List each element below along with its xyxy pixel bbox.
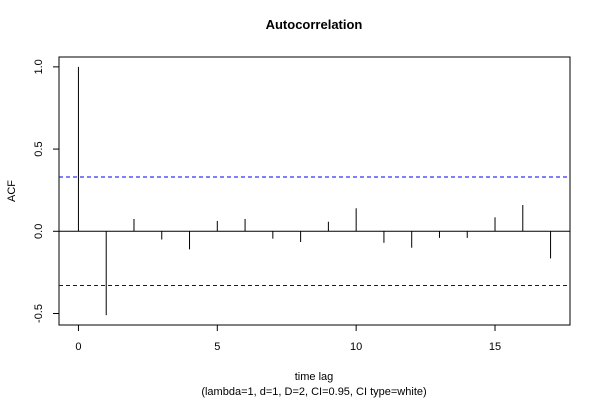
x-tick-label: 5 bbox=[214, 341, 220, 353]
x-axis-subtitle: (lambda=1, d=1, D=2, CI=0.95, CI type=wh… bbox=[201, 386, 426, 398]
x-tick-label: 0 bbox=[75, 341, 81, 353]
y-axis: -0.5 0.0 0.5 1.0 bbox=[33, 59, 60, 323]
y-axis-label: ACF bbox=[6, 180, 18, 202]
y-tick-label: 1.0 bbox=[33, 59, 45, 74]
y-tick-label: 0.0 bbox=[33, 224, 45, 239]
acf-bars bbox=[77, 66, 552, 316]
plot-frame bbox=[58, 56, 571, 326]
chart-title: Autocorrelation bbox=[266, 17, 363, 32]
x-axis: 0 5 10 15 bbox=[75, 324, 501, 353]
y-tick-label: -0.5 bbox=[33, 304, 45, 323]
y-tick-label: 0.5 bbox=[33, 141, 45, 156]
x-tick-label: 15 bbox=[489, 341, 501, 353]
x-axis-label: time lag bbox=[295, 371, 334, 383]
reference-lines bbox=[59, 176, 570, 287]
x-tick-label: 10 bbox=[350, 341, 362, 353]
